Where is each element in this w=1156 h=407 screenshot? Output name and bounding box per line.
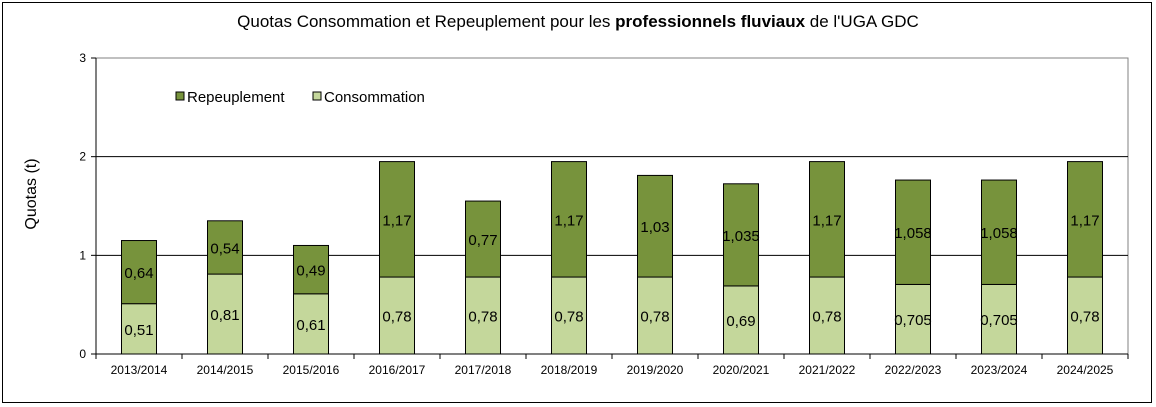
bar-repeuplement-8 xyxy=(809,161,845,278)
bar-consommation-11 xyxy=(1067,276,1103,355)
x-tick-label: 2014/2015 xyxy=(197,363,254,377)
legend-label-consommation[interactable]: Consommation xyxy=(324,89,425,106)
data-label-consommation-3: 0,78 xyxy=(382,309,411,326)
bar-repeuplement-11 xyxy=(1067,161,1103,278)
data-label-repeuplement-8: 1,17 xyxy=(812,212,841,229)
legend-swatch-consommation xyxy=(312,91,322,101)
axes: 0 1 2 3 2013/2014 2014/2015 2015/2016 2016/2017… xyxy=(79,51,1129,377)
data-label-repeuplement-1: 0,54 xyxy=(210,240,239,257)
legend[interactable]: Repeuplement Consommation xyxy=(175,89,425,106)
bar-consommation-4 xyxy=(465,276,501,355)
x-tick-label: 2018/2019 xyxy=(541,363,598,377)
title-suffix: de l'UGA GDC xyxy=(805,12,919,31)
data-label-consommation-10: 0,705 xyxy=(980,312,1018,329)
bar-repeuplement-6 xyxy=(637,174,673,278)
data-label-repeuplement-10: 1,058 xyxy=(980,225,1018,242)
bar-consommation-1 xyxy=(207,273,243,355)
data-label-consommation-7: 0,69 xyxy=(726,313,755,330)
data-label-consommation-5: 0,78 xyxy=(554,309,583,326)
bar-repeuplement-2 xyxy=(293,244,329,295)
data-label-consommation-2: 0,61 xyxy=(296,317,325,334)
bar-repeuplement-5 xyxy=(551,161,587,278)
data-label-consommation-11: 0,78 xyxy=(1070,309,1099,326)
bars xyxy=(121,161,1103,355)
x-tick-label: 2024/2025 xyxy=(1057,363,1114,377)
data-label-repeuplement-6: 1,03 xyxy=(640,219,669,236)
data-label-repeuplement-11: 1,17 xyxy=(1070,212,1099,229)
legend-label-repeuplement[interactable]: Repeuplement xyxy=(187,89,285,106)
x-tick-label: 2015/2016 xyxy=(283,363,340,377)
data-label-repeuplement-0: 0,64 xyxy=(124,265,153,282)
bar-consommation-0 xyxy=(121,303,157,355)
y-tick-label: 2 xyxy=(79,150,86,164)
y-axis-label: Quotas (t) xyxy=(23,158,40,229)
y-tick-label: 0 xyxy=(79,347,86,361)
bar-consommation-10 xyxy=(981,283,1017,355)
x-tick-label: 2022/2023 xyxy=(885,363,942,377)
data-label-consommation-8: 0,78 xyxy=(812,309,841,326)
y-tick-label: 3 xyxy=(79,51,86,65)
chart-title: Quotas Consommation et Repeuplement pour… xyxy=(0,12,1156,32)
data-label-consommation-4: 0,78 xyxy=(468,309,497,326)
data-label-repeuplement-9: 1,058 xyxy=(894,225,932,242)
data-label-repeuplement-7: 1,035 xyxy=(722,228,760,245)
bar-repeuplement-0 xyxy=(121,240,157,305)
x-tick-label: 2019/2020 xyxy=(627,363,684,377)
data-label-consommation-6: 0,78 xyxy=(640,309,669,326)
data-label-consommation-9: 0,705 xyxy=(894,312,932,329)
bar-consommation-2 xyxy=(293,293,329,355)
x-tick-label: 2023/2024 xyxy=(971,363,1028,377)
title-bold: professionnels fluviaux xyxy=(615,12,806,31)
bar-repeuplement-3 xyxy=(379,161,415,278)
data-label-repeuplement-5: 1,17 xyxy=(554,212,583,229)
bar-repeuplement-10 xyxy=(981,179,1017,285)
bar-consommation-7 xyxy=(723,285,759,355)
bar-repeuplement-7 xyxy=(723,183,759,287)
data-label-consommation-1: 0,81 xyxy=(210,307,239,324)
bar-repeuplement-9 xyxy=(895,179,931,285)
x-tick-label: 2013/2014 xyxy=(111,363,168,377)
legend-swatch-repeuplement xyxy=(175,91,185,101)
data-label-repeuplement-2: 0,49 xyxy=(296,263,325,280)
x-tick-label: 2017/2018 xyxy=(455,363,512,377)
y-tick-label: 1 xyxy=(79,248,86,262)
x-tick-label: 2016/2017 xyxy=(369,363,426,377)
x-tick-label: 2021/2022 xyxy=(799,363,856,377)
bar-repeuplement-4 xyxy=(465,200,501,278)
data-label-repeuplement-4: 0,77 xyxy=(468,232,497,249)
data-label-consommation-0: 0,51 xyxy=(124,322,153,339)
bar-consommation-6 xyxy=(637,276,673,355)
x-tick-label: 2020/2021 xyxy=(713,363,770,377)
title-prefix: Quotas Consommation et Repeuplement pour… xyxy=(237,12,616,31)
bar-repeuplement-1 xyxy=(207,220,243,275)
data-label-repeuplement-3: 1,17 xyxy=(382,212,411,229)
bar-consommation-3 xyxy=(379,276,415,355)
data-labels: 0,51 0,64 0,81 0,54 0,61 0,49 0,78 1,17 0,78 0,77… xyxy=(124,212,1099,339)
